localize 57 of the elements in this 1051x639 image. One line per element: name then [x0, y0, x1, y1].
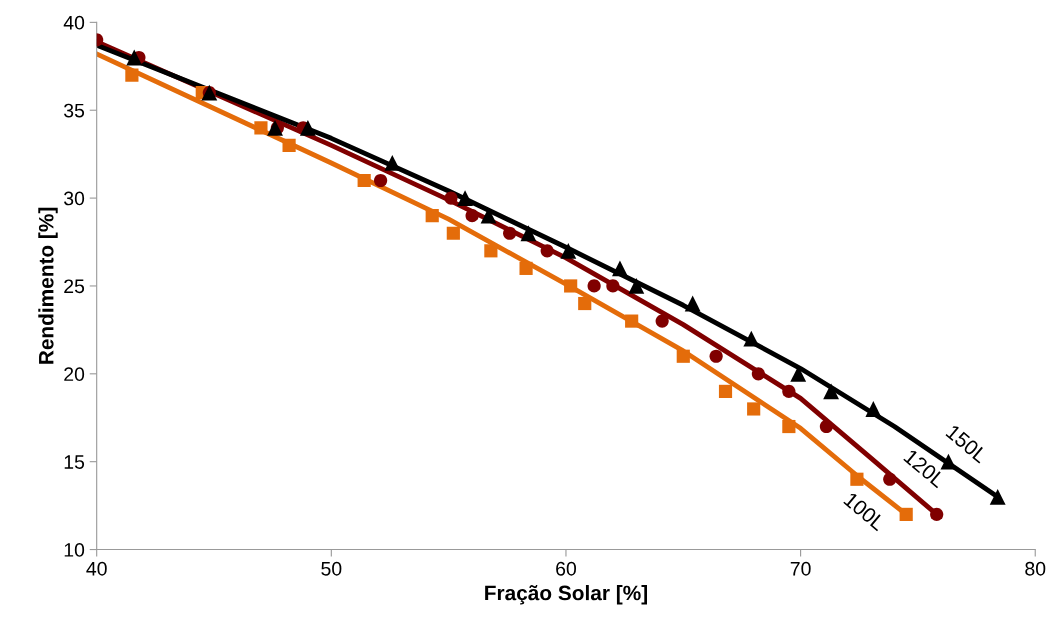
- point: [850, 472, 864, 486]
- y-tick-label: 30: [64, 191, 85, 206]
- point: [655, 314, 669, 328]
- point: [484, 244, 498, 258]
- point: [282, 138, 296, 152]
- point: [782, 419, 796, 434]
- point: [684, 295, 701, 312]
- y-tick-label: 20: [64, 367, 85, 382]
- point: [587, 279, 601, 293]
- point: [676, 349, 690, 363]
- point: [126, 49, 143, 66]
- x-tick-label: 60: [556, 561, 577, 576]
- point: [503, 226, 517, 240]
- point: [747, 402, 761, 416]
- point: [718, 384, 733, 398]
- point: [625, 314, 639, 328]
- point: [930, 507, 944, 521]
- y-tick-label: 40: [63, 15, 85, 30]
- x-axis-title: Fração Solar [%]: [485, 585, 647, 605]
- point: [899, 507, 913, 521]
- point: [465, 209, 479, 223]
- point: [519, 261, 533, 275]
- point: [125, 68, 139, 82]
- point: [444, 191, 458, 205]
- point: [374, 173, 388, 188]
- point: [819, 419, 833, 434]
- point: [540, 244, 554, 258]
- point: [299, 119, 316, 136]
- y-tick-label: 10: [64, 543, 85, 557]
- point: [823, 383, 840, 400]
- point: [357, 173, 371, 188]
- point: [628, 278, 645, 294]
- y-tick-label: 15: [64, 455, 85, 469]
- x-tick-label: 50: [321, 561, 342, 576]
- point: [446, 226, 460, 240]
- x-tick-label: 70: [790, 561, 811, 576]
- x-tick-label: 40: [86, 561, 107, 576]
- x-tick-label: 80: [1025, 561, 1046, 576]
- y-axis-title: Rendimento [%]: [38, 207, 58, 364]
- y-tick-label: 35: [64, 103, 85, 118]
- point: [989, 488, 1006, 505]
- point: [425, 209, 439, 223]
- point: [606, 279, 620, 293]
- point: [564, 279, 578, 293]
- point: [751, 367, 765, 381]
- point: [782, 384, 796, 398]
- point: [883, 472, 897, 486]
- point: [578, 296, 592, 311]
- point: [709, 349, 723, 363]
- point: [612, 260, 628, 277]
- point: [865, 401, 882, 417]
- point: [743, 330, 760, 347]
- point: [254, 121, 268, 135]
- point: [560, 242, 577, 259]
- point: [520, 225, 537, 242]
- y-tick-label: 25: [64, 279, 85, 294]
- point: [457, 190, 473, 207]
